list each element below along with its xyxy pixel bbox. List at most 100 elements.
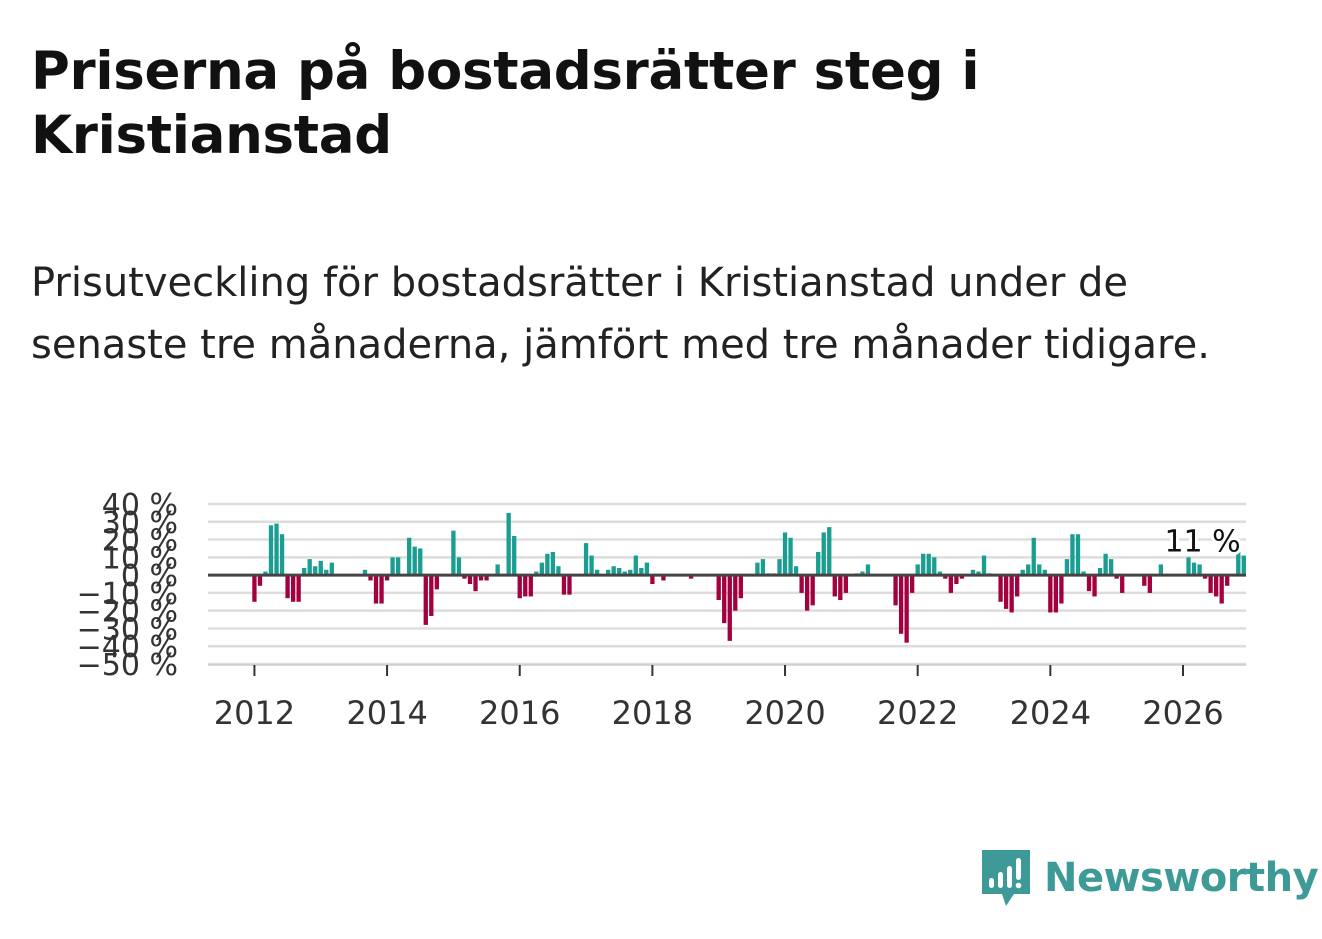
annotation-label: 11 % [1164,525,1240,560]
bars [252,512,1246,643]
bar [722,575,727,624]
bar [451,530,456,576]
bar [617,568,622,576]
bar [893,575,898,606]
bar [368,575,373,581]
bar [650,575,655,584]
bar [296,575,301,602]
bar [434,575,439,590]
bar [429,575,434,616]
bar [456,557,462,576]
y-tick-label: −20 % [77,595,178,630]
bar [279,534,285,576]
bar [970,569,976,576]
bar [688,575,694,579]
y-tick-label: −10 % [77,577,178,612]
x-tick-label: 2014 [346,694,427,730]
x-tick-label: 2024 [1010,694,1091,730]
bar [799,575,804,593]
bar [1202,575,1208,579]
bar [1086,575,1092,592]
bar [865,564,871,576]
bar [589,555,594,576]
bar [302,568,307,576]
bar [1191,562,1197,576]
bar [412,546,417,576]
bar [252,575,257,602]
bar [1158,564,1164,576]
bar [407,537,412,576]
bar [534,571,539,576]
bar [362,569,368,576]
bar [506,512,511,576]
bar [567,575,572,595]
bar [943,575,948,579]
bar [661,575,666,581]
bar [1003,575,1009,609]
bar [268,525,274,576]
bar [561,575,567,595]
bar [948,575,954,593]
bar [1103,553,1108,576]
bar [644,562,650,576]
bar [843,575,848,593]
bar [821,532,826,576]
bar [1213,575,1219,597]
bar [1108,559,1114,576]
bar [1042,569,1047,576]
bar [755,562,760,576]
bar [760,559,766,576]
bar [910,575,915,593]
brand-logo[interactable]: Newsworthy [980,848,1319,908]
bar [1070,534,1075,576]
bar [998,575,1003,602]
bar [1219,575,1224,604]
bar [1009,575,1014,613]
bar [1225,575,1230,586]
x-tick-label: 2022 [877,694,958,730]
bar [583,543,589,576]
bar [860,571,865,576]
bar [898,575,904,634]
bar [313,566,318,576]
bar [981,555,987,576]
bar [594,569,600,576]
bar [1147,575,1152,593]
bar [727,575,732,641]
bar [379,575,384,604]
bar [545,553,550,576]
bar [1142,575,1147,586]
y-tick-label: 20 % [102,524,178,559]
bar [622,571,627,576]
bar [716,575,721,600]
bar [523,575,528,597]
bar [954,575,959,584]
bar [777,559,782,576]
bar [285,575,290,599]
x-axis: 2012 2014 2016 2018 2020 2022 2024 2026 [208,664,1246,730]
y-axis-labels: 40 %30 %20 %10 %0 %−10 %−20 %−30 %−40 %−… [77,488,178,683]
bar [606,569,611,576]
newsworthy-logo-icon [982,850,1030,906]
bar [976,571,981,576]
bar [539,562,544,576]
bar [1241,555,1246,576]
bar [307,559,312,576]
bar [611,566,616,576]
bar [384,575,390,581]
bar [810,575,815,606]
bar [788,537,793,576]
x-tick-label: 2012 [214,694,295,730]
y-tick-label: −50 % [77,648,178,683]
bar [324,569,329,576]
bar [528,575,533,597]
bar [1075,534,1081,576]
bar [512,536,517,576]
y-tick-label: 10 % [102,541,178,576]
bar [838,575,843,600]
bar [639,568,644,576]
bar [550,552,556,576]
bar [484,575,489,581]
bar [274,523,279,576]
bar [318,560,323,576]
